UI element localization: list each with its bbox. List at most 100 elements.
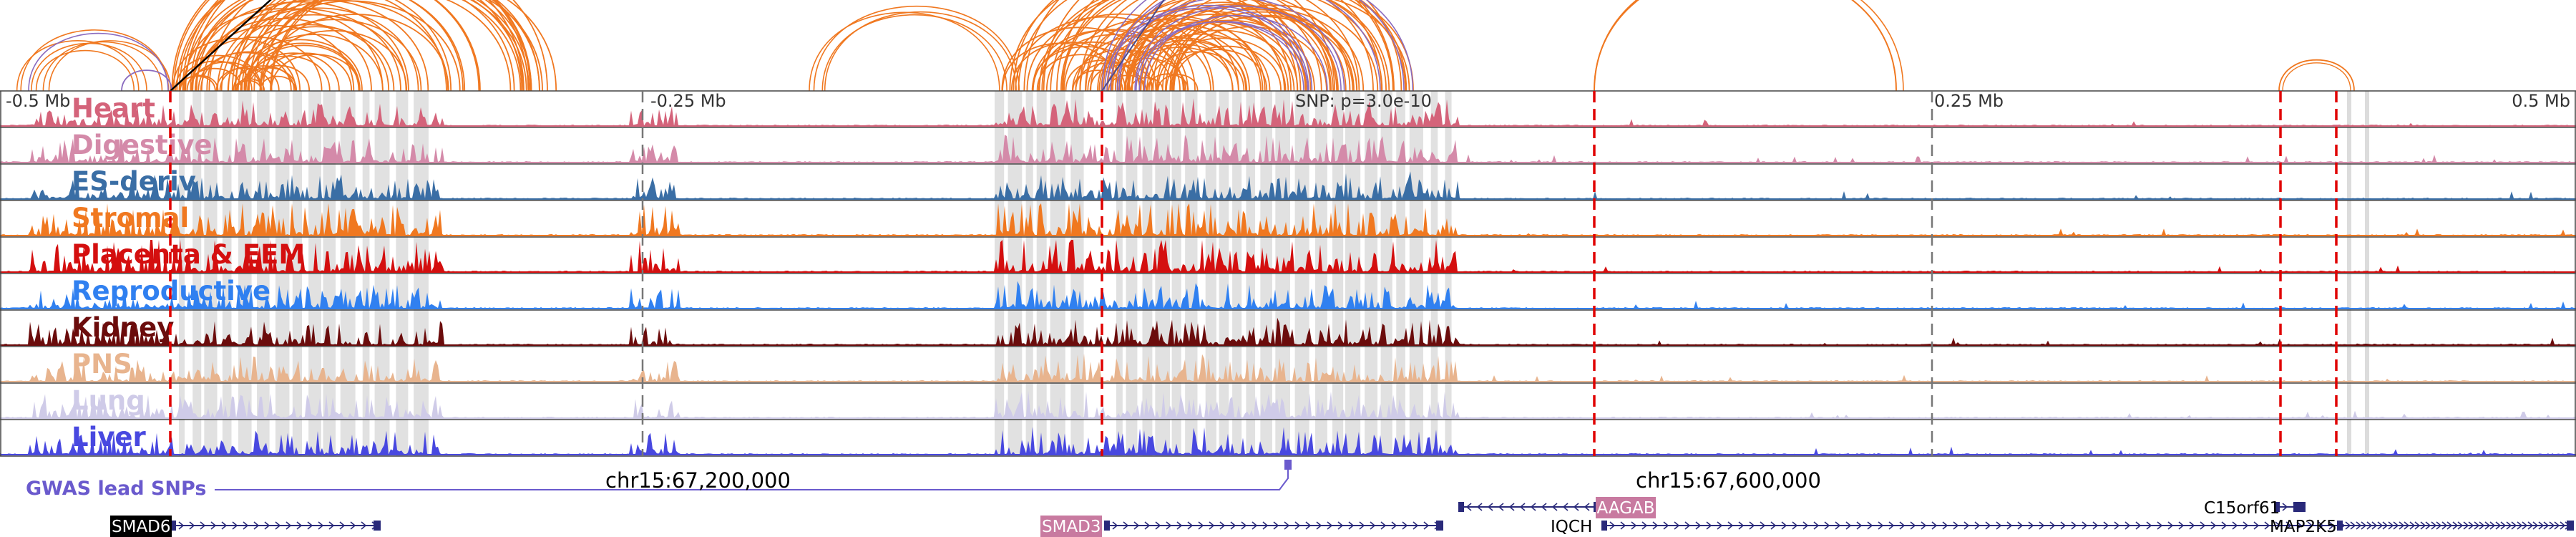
axis-tick-label: -0.25 Mb [650, 91, 726, 111]
loop-arc [191, 0, 464, 92]
strand-arrow [1519, 503, 1526, 511]
gene-label-map2k5[interactable]: MAP2K5 [2270, 518, 2337, 536]
strand-arrow [296, 521, 303, 530]
loop-arc [1101, 0, 1165, 92]
loop-arc [1072, 69, 1123, 92]
loop-arc [824, 11, 1017, 92]
strand-arrow [1684, 521, 1691, 530]
track-liver: Liver [0, 419, 2576, 455]
gene-label-c15orf61[interactable]: C15orf61 [2204, 499, 2280, 518]
gene-label-smad6[interactable]: SMAD6 [112, 518, 171, 536]
strand-arrow [1835, 521, 1841, 530]
strand-arrow [2420, 521, 2426, 530]
strand-arrow [1144, 521, 1151, 530]
strand-arrow [1770, 521, 1777, 530]
strand-arrow [2282, 503, 2288, 511]
strand-arrow [2441, 521, 2448, 530]
loop-arc [217, 7, 419, 92]
track-label: Lung [72, 385, 145, 416]
strand-arrow [1413, 521, 1419, 530]
strand-arrow [1402, 521, 1408, 530]
loop-arc [809, 11, 1000, 92]
strand-arrow [1641, 521, 1648, 530]
strand-arrow [1391, 521, 1397, 530]
track-label: Heart [72, 93, 155, 124]
strand-arrow [1899, 521, 1906, 530]
strand-arrow [1620, 521, 1626, 530]
strand-arrow [1487, 503, 1493, 511]
strand-arrow [1166, 521, 1172, 530]
strand-arrow [286, 521, 292, 530]
strand-arrow [1674, 521, 1680, 530]
loop-arc [208, 0, 523, 92]
exon [2293, 502, 2303, 512]
loop-arc [1134, 5, 1342, 92]
strand-arrow [1942, 521, 1948, 530]
strand-arrow [2517, 521, 2523, 530]
strand-arrow [1380, 521, 1387, 530]
loop-arc [195, 0, 466, 92]
strand-arrow [1706, 521, 1712, 530]
strand-arrow [1974, 521, 1981, 530]
strand-arrow [221, 521, 228, 530]
loop-arc [176, 0, 480, 92]
loop-arc [248, 0, 540, 92]
loop-arc [1594, 0, 1904, 92]
strand-arrow [1476, 503, 1483, 511]
loop-arc [1032, 29, 1181, 92]
coordinate-left: chr15:67,200,000 [605, 468, 791, 493]
loop-arc [1036, 54, 1126, 92]
gene-label-iqch[interactable]: IQCH [1551, 518, 1592, 536]
loop-arc [247, 19, 422, 92]
strand-arrow [2307, 521, 2313, 530]
strand-arrow [2232, 521, 2238, 530]
strand-arrow [307, 521, 313, 530]
genomic-coordinates: chr15:67,200,000 chr15:67,600,000 [605, 468, 1821, 493]
position-axis: -0.5 Mb -0.25 Mb SNP: p=3.0e-10 0.25 Mb 0.5 … [6, 91, 2570, 111]
strand-arrow [1241, 521, 1247, 530]
strand-arrow [1631, 521, 1637, 530]
strand-arrow [2452, 521, 2459, 530]
loop-arc [1009, 0, 1302, 92]
loop-arc [173, 0, 525, 92]
loop-arc [219, 66, 280, 92]
strand-arrow [2356, 521, 2362, 530]
strand-arrow [1573, 503, 1579, 511]
strand-arrow [2495, 521, 2502, 530]
signal-area [0, 203, 2576, 236]
loop-arc [1116, 0, 1345, 92]
strand-arrow [1252, 521, 1258, 530]
track-stromal: Stromal [0, 200, 2576, 236]
track-label: Liver [72, 422, 146, 453]
strand-arrow [1133, 521, 1140, 530]
strand-arrow [2178, 521, 2185, 530]
loop-arc [1018, 0, 1307, 92]
strand-arrow [2124, 521, 2131, 530]
strand-arrow [2189, 521, 2195, 530]
signal-area [0, 317, 2576, 345]
strand-arrow [1584, 503, 1590, 511]
gene-label-smad3[interactable]: SMAD3 [1042, 518, 1101, 536]
strand-arrow [1530, 503, 1536, 511]
loop-arc [190, 62, 262, 92]
track-label: Digestive [72, 130, 213, 160]
strand-arrow [1498, 503, 1504, 511]
loop-arc [231, 0, 540, 92]
strand-arrow [189, 521, 195, 530]
loop-arc [1023, 0, 1402, 92]
exon [2337, 521, 2343, 531]
loop-arc [1118, 0, 1414, 92]
strand-arrow [1824, 521, 1830, 530]
gene-label-aagab[interactable]: AAGAB [1596, 499, 1654, 518]
loop-arc [1130, 77, 1163, 92]
loop-arc [1032, 42, 1152, 92]
strand-arrow [1953, 521, 1959, 530]
strand-arrow [1996, 521, 2002, 530]
strand-arrow [2167, 521, 2174, 530]
loop-arc [1085, 0, 1360, 92]
loop-arc [1165, 49, 1268, 92]
loop-arc [270, 0, 557, 92]
strand-arrow [1316, 521, 1322, 530]
loop-arc [200, 51, 297, 92]
